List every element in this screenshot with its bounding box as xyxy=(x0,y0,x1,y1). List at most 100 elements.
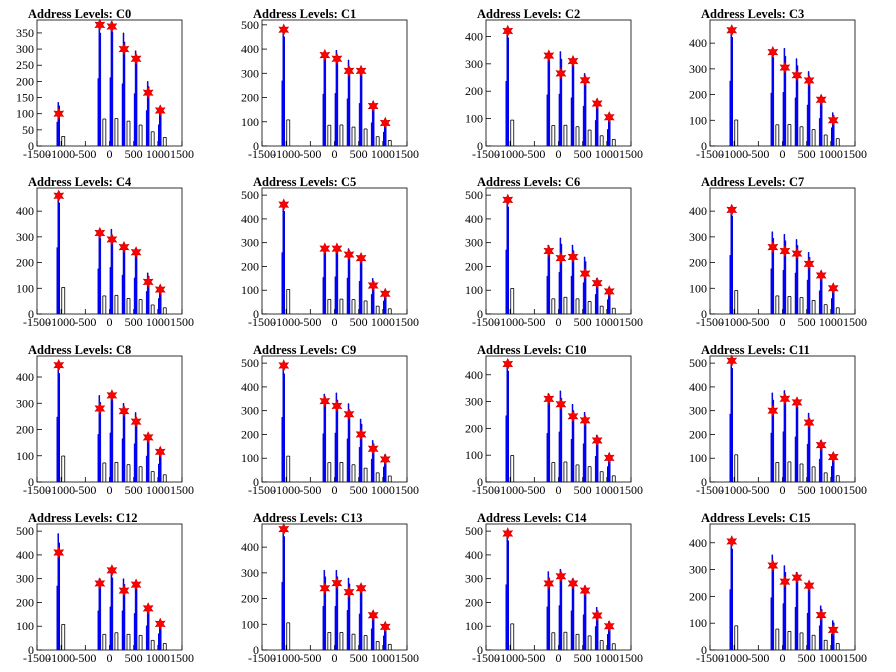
star-marker xyxy=(579,414,591,427)
x-tick-label: 0 xyxy=(780,651,786,665)
star-marker xyxy=(502,527,514,540)
x-tick-label: 500 xyxy=(798,483,816,497)
histogram-bar xyxy=(281,364,285,483)
star-marker xyxy=(567,410,579,423)
histogram-bar xyxy=(358,254,363,315)
star-marker xyxy=(142,86,154,99)
star-marker xyxy=(767,240,779,254)
star-marker xyxy=(603,285,615,298)
star-marker xyxy=(130,52,142,65)
panel-title: Address Levels: C12 xyxy=(28,511,138,525)
histogram-bar xyxy=(97,231,102,315)
star-marker xyxy=(278,522,290,536)
histogram-bar xyxy=(346,403,351,483)
panel-title: Address Levels: C0 xyxy=(28,7,131,21)
star-marker xyxy=(53,546,65,559)
histogram-bar xyxy=(121,32,126,147)
star-marker xyxy=(603,451,615,465)
x-tick-label: -1500 xyxy=(23,147,51,161)
x-tick-label: -1500 xyxy=(472,483,500,497)
panel-title: Address Levels: C5 xyxy=(253,175,356,189)
x-tick-label: -500 xyxy=(523,147,545,161)
histogram-bar xyxy=(346,59,351,147)
panel-title: Address Levels: C6 xyxy=(477,175,580,189)
panel-title: Address Levels: C1 xyxy=(253,7,356,21)
star-marker xyxy=(367,99,379,113)
star-marker xyxy=(502,193,514,207)
star-marker xyxy=(791,396,803,409)
x-tick-label: -500 xyxy=(747,147,769,161)
star-marker xyxy=(815,438,827,452)
star-marker xyxy=(379,287,391,301)
panel-title: Address Levels: C2 xyxy=(477,7,580,21)
y-tick-label: 0 xyxy=(477,475,483,489)
x-tick-label: 0 xyxy=(332,315,338,329)
histogram-bar xyxy=(109,571,114,651)
star-marker xyxy=(343,408,355,421)
star-marker xyxy=(130,415,142,428)
y-tick-label: 300 xyxy=(241,566,259,580)
histogram-bar xyxy=(358,68,363,147)
star-marker xyxy=(827,114,839,127)
histogram-bar xyxy=(505,361,509,483)
star-marker xyxy=(379,116,391,130)
y-tick-label: 100 xyxy=(16,107,34,121)
y-tick-label: 400 xyxy=(241,380,259,394)
histogram-bar xyxy=(97,22,102,147)
x-tick-label: -1000 xyxy=(496,315,524,329)
star-marker xyxy=(567,250,579,264)
star-marker xyxy=(142,275,154,289)
histogram-bar xyxy=(322,570,327,651)
y-tick-label: 0 xyxy=(253,643,259,657)
histogram-bar xyxy=(782,390,787,483)
y-tick-label: 200 xyxy=(16,74,34,88)
histogram-bar xyxy=(729,207,733,315)
y-tick-label: 200 xyxy=(241,427,259,441)
panel-title: Address Levels: C10 xyxy=(477,343,587,357)
star-marker xyxy=(603,620,615,633)
star-marker xyxy=(319,242,331,255)
y-tick-label: 100 xyxy=(465,112,483,126)
x-tick-label: -1000 xyxy=(272,315,300,329)
histogram-bar xyxy=(97,578,102,651)
y-tick-label: 250 xyxy=(16,58,34,72)
x-tick-label: 0 xyxy=(556,315,562,329)
y-tick-label: 500 xyxy=(689,356,707,370)
histogram-bar xyxy=(97,395,102,483)
y-tick-label: 0 xyxy=(28,475,34,489)
histogram-bar xyxy=(505,27,509,147)
star-marker xyxy=(118,584,130,597)
histogram-bar xyxy=(729,27,733,147)
y-tick-label: 0 xyxy=(701,475,707,489)
star-marker xyxy=(343,248,355,261)
star-marker xyxy=(331,399,343,413)
y-tick-label: 50 xyxy=(22,123,34,137)
y-tick-label: 100 xyxy=(689,113,707,127)
x-tick-label: 500 xyxy=(798,315,816,329)
panel-5: Address Levels: C50100200300400500-1500-… xyxy=(241,175,419,329)
y-tick-label: 200 xyxy=(465,84,483,98)
y-tick-label: 400 xyxy=(16,548,34,562)
star-marker xyxy=(355,64,367,78)
x-tick-label: 500 xyxy=(125,483,143,497)
star-marker xyxy=(106,564,118,577)
star-marker xyxy=(94,226,106,240)
star-marker xyxy=(106,389,118,402)
x-tick-label: 1500 xyxy=(619,315,643,329)
panel-title: Address Levels: C3 xyxy=(701,7,804,21)
x-tick-label: -500 xyxy=(523,651,545,665)
x-tick-label: 0 xyxy=(780,315,786,329)
histogram-bar xyxy=(133,412,138,483)
star-marker xyxy=(591,609,603,622)
histogram-bar xyxy=(770,554,775,651)
star-marker xyxy=(803,416,815,429)
x-tick-label: 1500 xyxy=(170,483,194,497)
star-marker xyxy=(53,358,65,372)
panel-0: Address Levels: C0 0 50 100 150 200 250 300 350 -… xyxy=(16,7,194,161)
x-tick-label: 1500 xyxy=(395,315,419,329)
star-marker xyxy=(579,584,591,597)
histogram-bar xyxy=(558,390,563,483)
x-tick-label: -1500 xyxy=(472,315,500,329)
y-tick-label: 500 xyxy=(241,356,259,370)
star-marker xyxy=(591,434,603,447)
